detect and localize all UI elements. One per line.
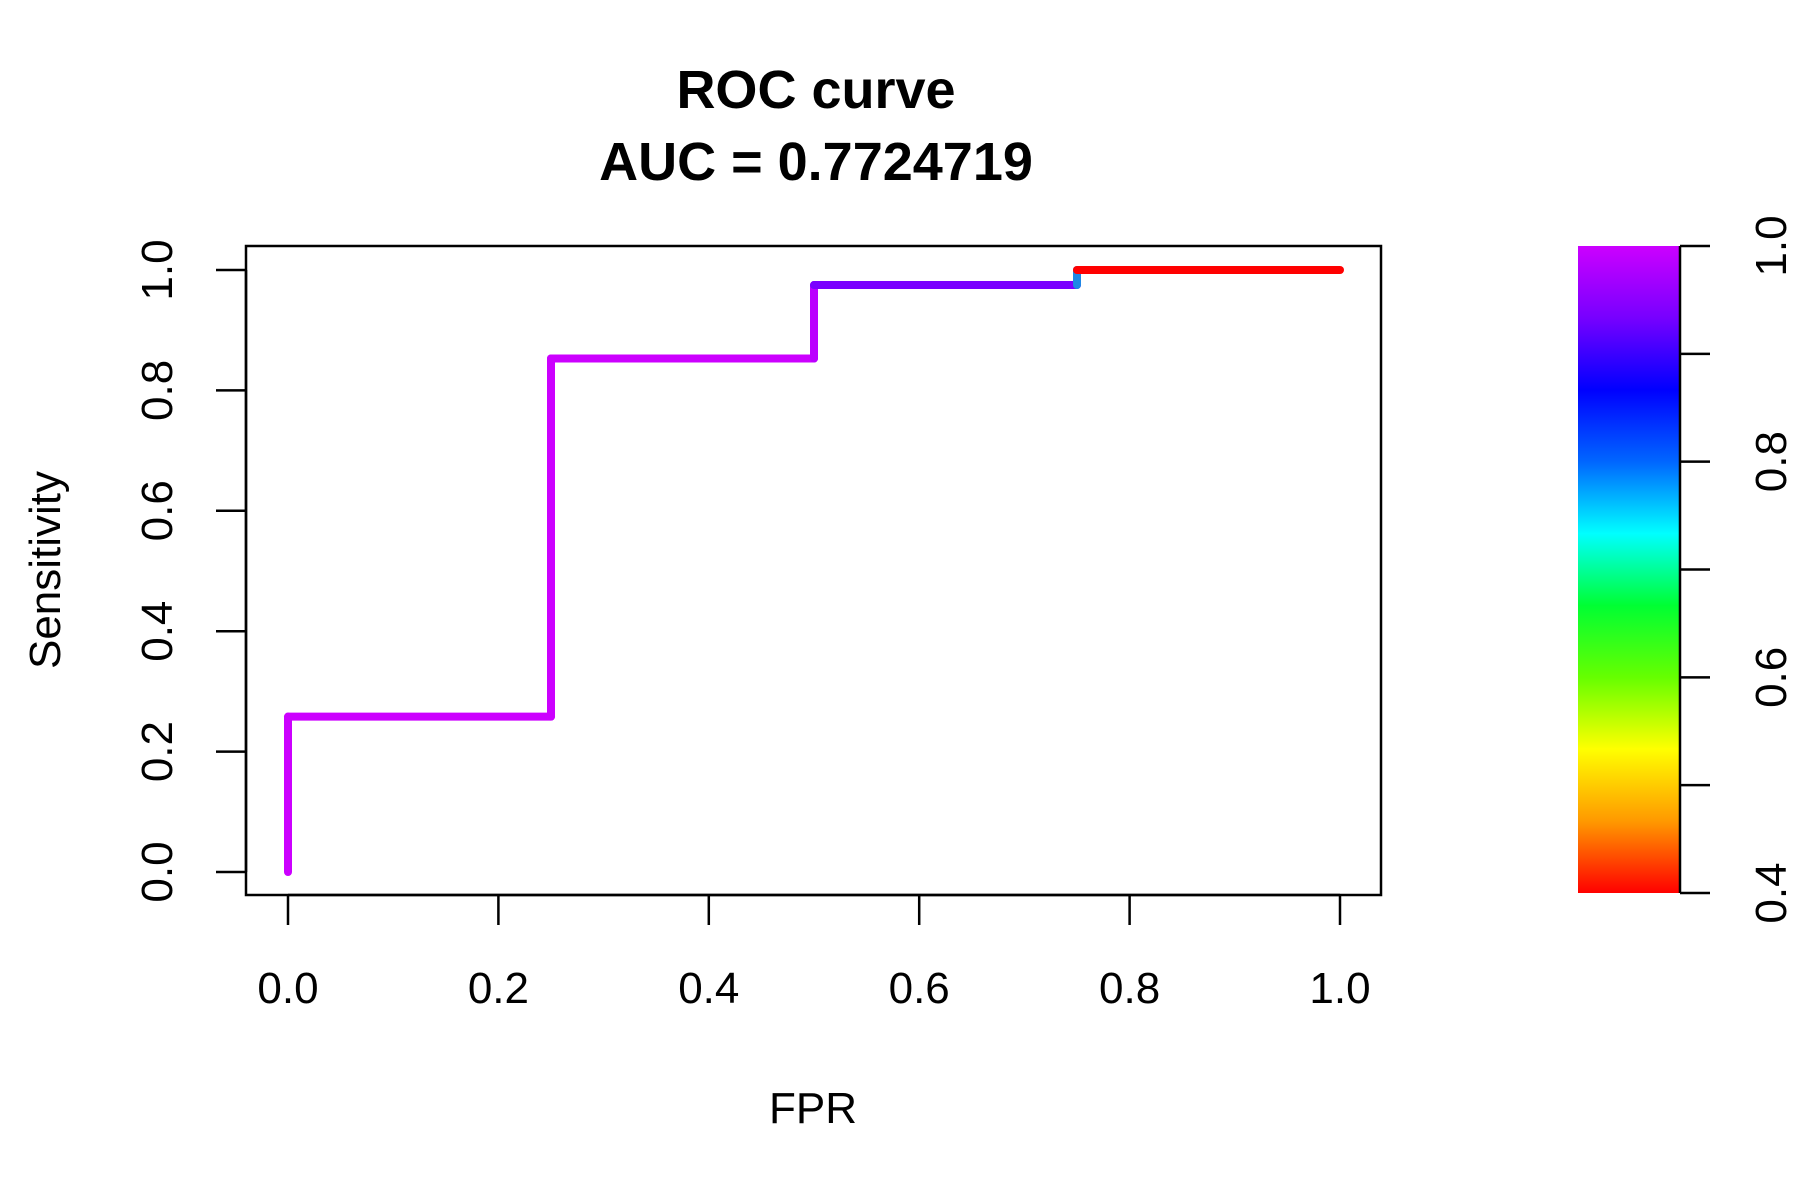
y-tick-label: 0.2 <box>133 721 182 782</box>
roc-line <box>284 266 1344 876</box>
colorbar-tick-label: 0.6 <box>1747 647 1796 708</box>
y-axis-label: Sensitivity <box>21 471 70 669</box>
x-tick-label: 0.6 <box>889 964 950 1013</box>
chart-subtitle: AUC = 0.7724719 <box>599 132 1033 192</box>
x-tick-label: 0.2 <box>468 964 529 1013</box>
y-tick-label: 0.8 <box>133 360 182 421</box>
y-tick-label: 0.4 <box>133 601 182 662</box>
x-tick-label: 0.0 <box>257 964 318 1013</box>
x-axis-label: FPR <box>769 1084 857 1133</box>
chart-title: ROC curve <box>676 60 955 120</box>
colorbar-tick-label: 0.8 <box>1747 431 1796 492</box>
x-tick-label: 0.4 <box>678 964 739 1013</box>
colorbar-gradient <box>1578 246 1680 893</box>
colorbar: 0.4 0.6 0.8 1.0 <box>1578 215 1796 924</box>
y-tick-label: 0.0 <box>133 841 182 902</box>
y-tick-label: 1.0 <box>133 239 182 300</box>
y-axis: 0.0 0.2 0.4 0.6 0.8 1.0 <box>133 239 248 903</box>
y-tick-label: 0.6 <box>133 480 182 541</box>
colorbar-tick-label: 0.4 <box>1747 862 1796 923</box>
x-tick-label: 0.8 <box>1099 964 1160 1013</box>
x-axis: 0.0 0.2 0.4 0.6 0.8 1.0 <box>257 893 1371 1013</box>
x-tick-label: 1.0 <box>1309 964 1370 1013</box>
colorbar-tick-label: 1.0 <box>1747 215 1796 276</box>
